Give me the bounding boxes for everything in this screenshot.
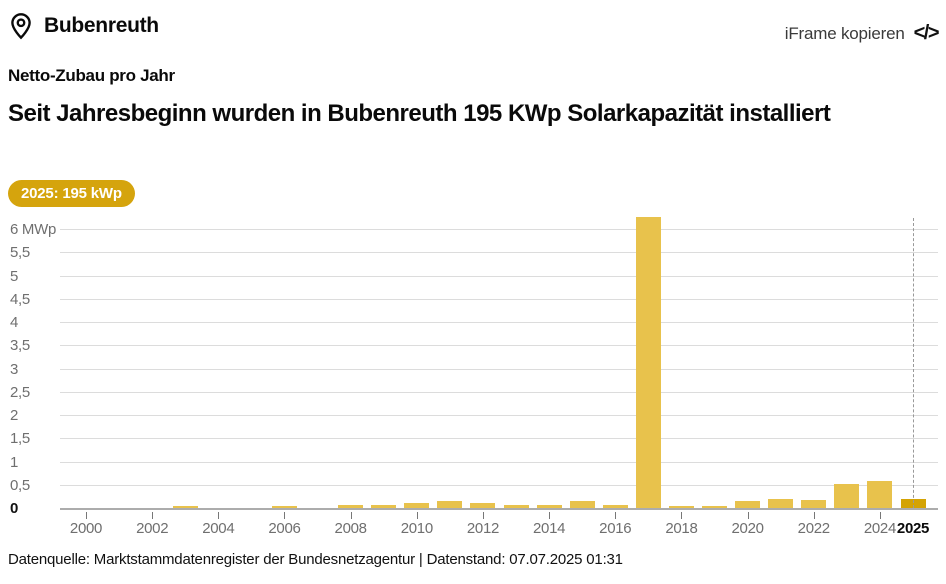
y-axis-label: 2 <box>10 407 19 424</box>
bar-2019[interactable] <box>702 506 728 508</box>
x-axis-label: 2018 <box>665 520 698 537</box>
gridline <box>60 438 938 440</box>
bar-2018[interactable] <box>668 506 694 508</box>
bar-2010[interactable] <box>404 503 430 508</box>
y-axis-label: 0,5 <box>10 476 30 494</box>
x-axis-tick <box>482 512 484 519</box>
y-axis-label: 1 <box>10 453 19 471</box>
bar-chart: 0 0,5 1 1,5 2 2,5 3 3,5 4 4,5 5 5,5 6 MWp 2000 2002 200… <box>0 213 946 545</box>
x-axis-label: 2022 <box>797 520 830 537</box>
x-axis-tick <box>152 512 154 519</box>
bar-2012[interactable] <box>470 503 496 508</box>
gridline <box>60 229 938 230</box>
bar-2009[interactable] <box>371 505 397 508</box>
x-axis-label: 2008 <box>334 520 367 537</box>
chart-kicker: Netto-Zubau pro Jahr <box>8 66 175 85</box>
x-axis-label: 2024 <box>863 520 896 537</box>
x-axis-tick <box>350 512 352 519</box>
x-axis-label: 2016 <box>599 520 632 537</box>
gridline <box>60 484 938 486</box>
x-axis-label-current: 2025 <box>896 520 930 537</box>
gridline <box>60 275 938 277</box>
y-axis-label: 4,5 <box>10 290 30 308</box>
current-year-badge: 2025: 195 kWp <box>8 180 135 207</box>
gridline <box>60 252 938 254</box>
bar-2024[interactable] <box>867 481 893 508</box>
bar-2023[interactable] <box>834 483 860 508</box>
x-axis-label: 2010 <box>400 520 433 537</box>
x-axis-label: 2014 <box>533 520 566 537</box>
gridline <box>60 391 938 393</box>
x-axis-tick <box>681 512 683 519</box>
x-axis-tick <box>879 512 881 519</box>
y-axis-label: 5,5 <box>10 244 30 262</box>
x-axis-label: 2012 <box>466 520 500 537</box>
x-axis-label: 2002 <box>136 520 169 537</box>
gridline <box>60 298 938 300</box>
x-axis-tick <box>416 512 418 519</box>
location-pin-icon <box>8 12 34 40</box>
current-year-marker <box>913 218 914 508</box>
x-axis-label: 2000 <box>69 520 103 537</box>
bar-2006[interactable] <box>271 506 297 508</box>
bar-2013[interactable] <box>503 505 529 508</box>
bar-2022[interactable] <box>801 500 827 508</box>
bar-2014[interactable] <box>536 504 562 508</box>
gridline <box>60 415 938 416</box>
bar-2015[interactable] <box>569 501 595 508</box>
y-axis-label: 1,5 <box>10 430 30 448</box>
x-axis-tick <box>86 512 87 519</box>
code-icon: </> <box>913 22 940 44</box>
gridline <box>60 322 938 323</box>
x-axis-tick <box>218 512 220 519</box>
y-axis-label: 0 <box>10 500 19 517</box>
x-axis-tick <box>615 512 617 519</box>
x-axis-label: 2006 <box>268 520 301 537</box>
y-axis-label: 3 <box>10 360 19 378</box>
y-axis-label: 4 <box>10 314 19 331</box>
x-axis-tick <box>549 512 551 519</box>
gridline <box>60 508 938 510</box>
location-header: Bubenreuth <box>8 12 159 40</box>
bar-2011[interactable] <box>437 501 463 508</box>
bar-2016[interactable] <box>602 504 628 508</box>
location-name: Bubenreuth <box>44 14 159 37</box>
copy-iframe-button[interactable]: iFrame kopieren </> <box>784 22 940 45</box>
x-axis-tick <box>747 512 749 519</box>
copy-iframe-label: iFrame kopieren <box>784 23 905 43</box>
bar-2017[interactable] <box>635 216 661 508</box>
y-axis-label: 6 MWp <box>10 221 57 238</box>
x-axis-label: 2020 <box>731 520 764 537</box>
y-axis-label: 5 <box>10 267 19 285</box>
gridline <box>60 368 938 370</box>
data-source-footer: Datenquelle: Marktstammdatenregister der… <box>8 551 623 568</box>
bar-2008[interactable] <box>338 504 364 508</box>
bar-2003[interactable] <box>172 506 198 508</box>
chart-title: Seit Jahresbeginn wurden in Bubenreuth 1… <box>8 100 831 127</box>
x-axis-label: 2004 <box>202 520 235 537</box>
x-axis-tick <box>813 512 815 519</box>
x-axis-tick <box>284 512 286 519</box>
y-axis-label: 3,5 <box>10 337 30 355</box>
y-axis-label: 2,5 <box>10 383 30 401</box>
gridline <box>60 345 938 347</box>
bar-2021[interactable] <box>768 499 794 508</box>
bar-2020[interactable] <box>735 501 761 508</box>
gridline <box>60 461 938 463</box>
